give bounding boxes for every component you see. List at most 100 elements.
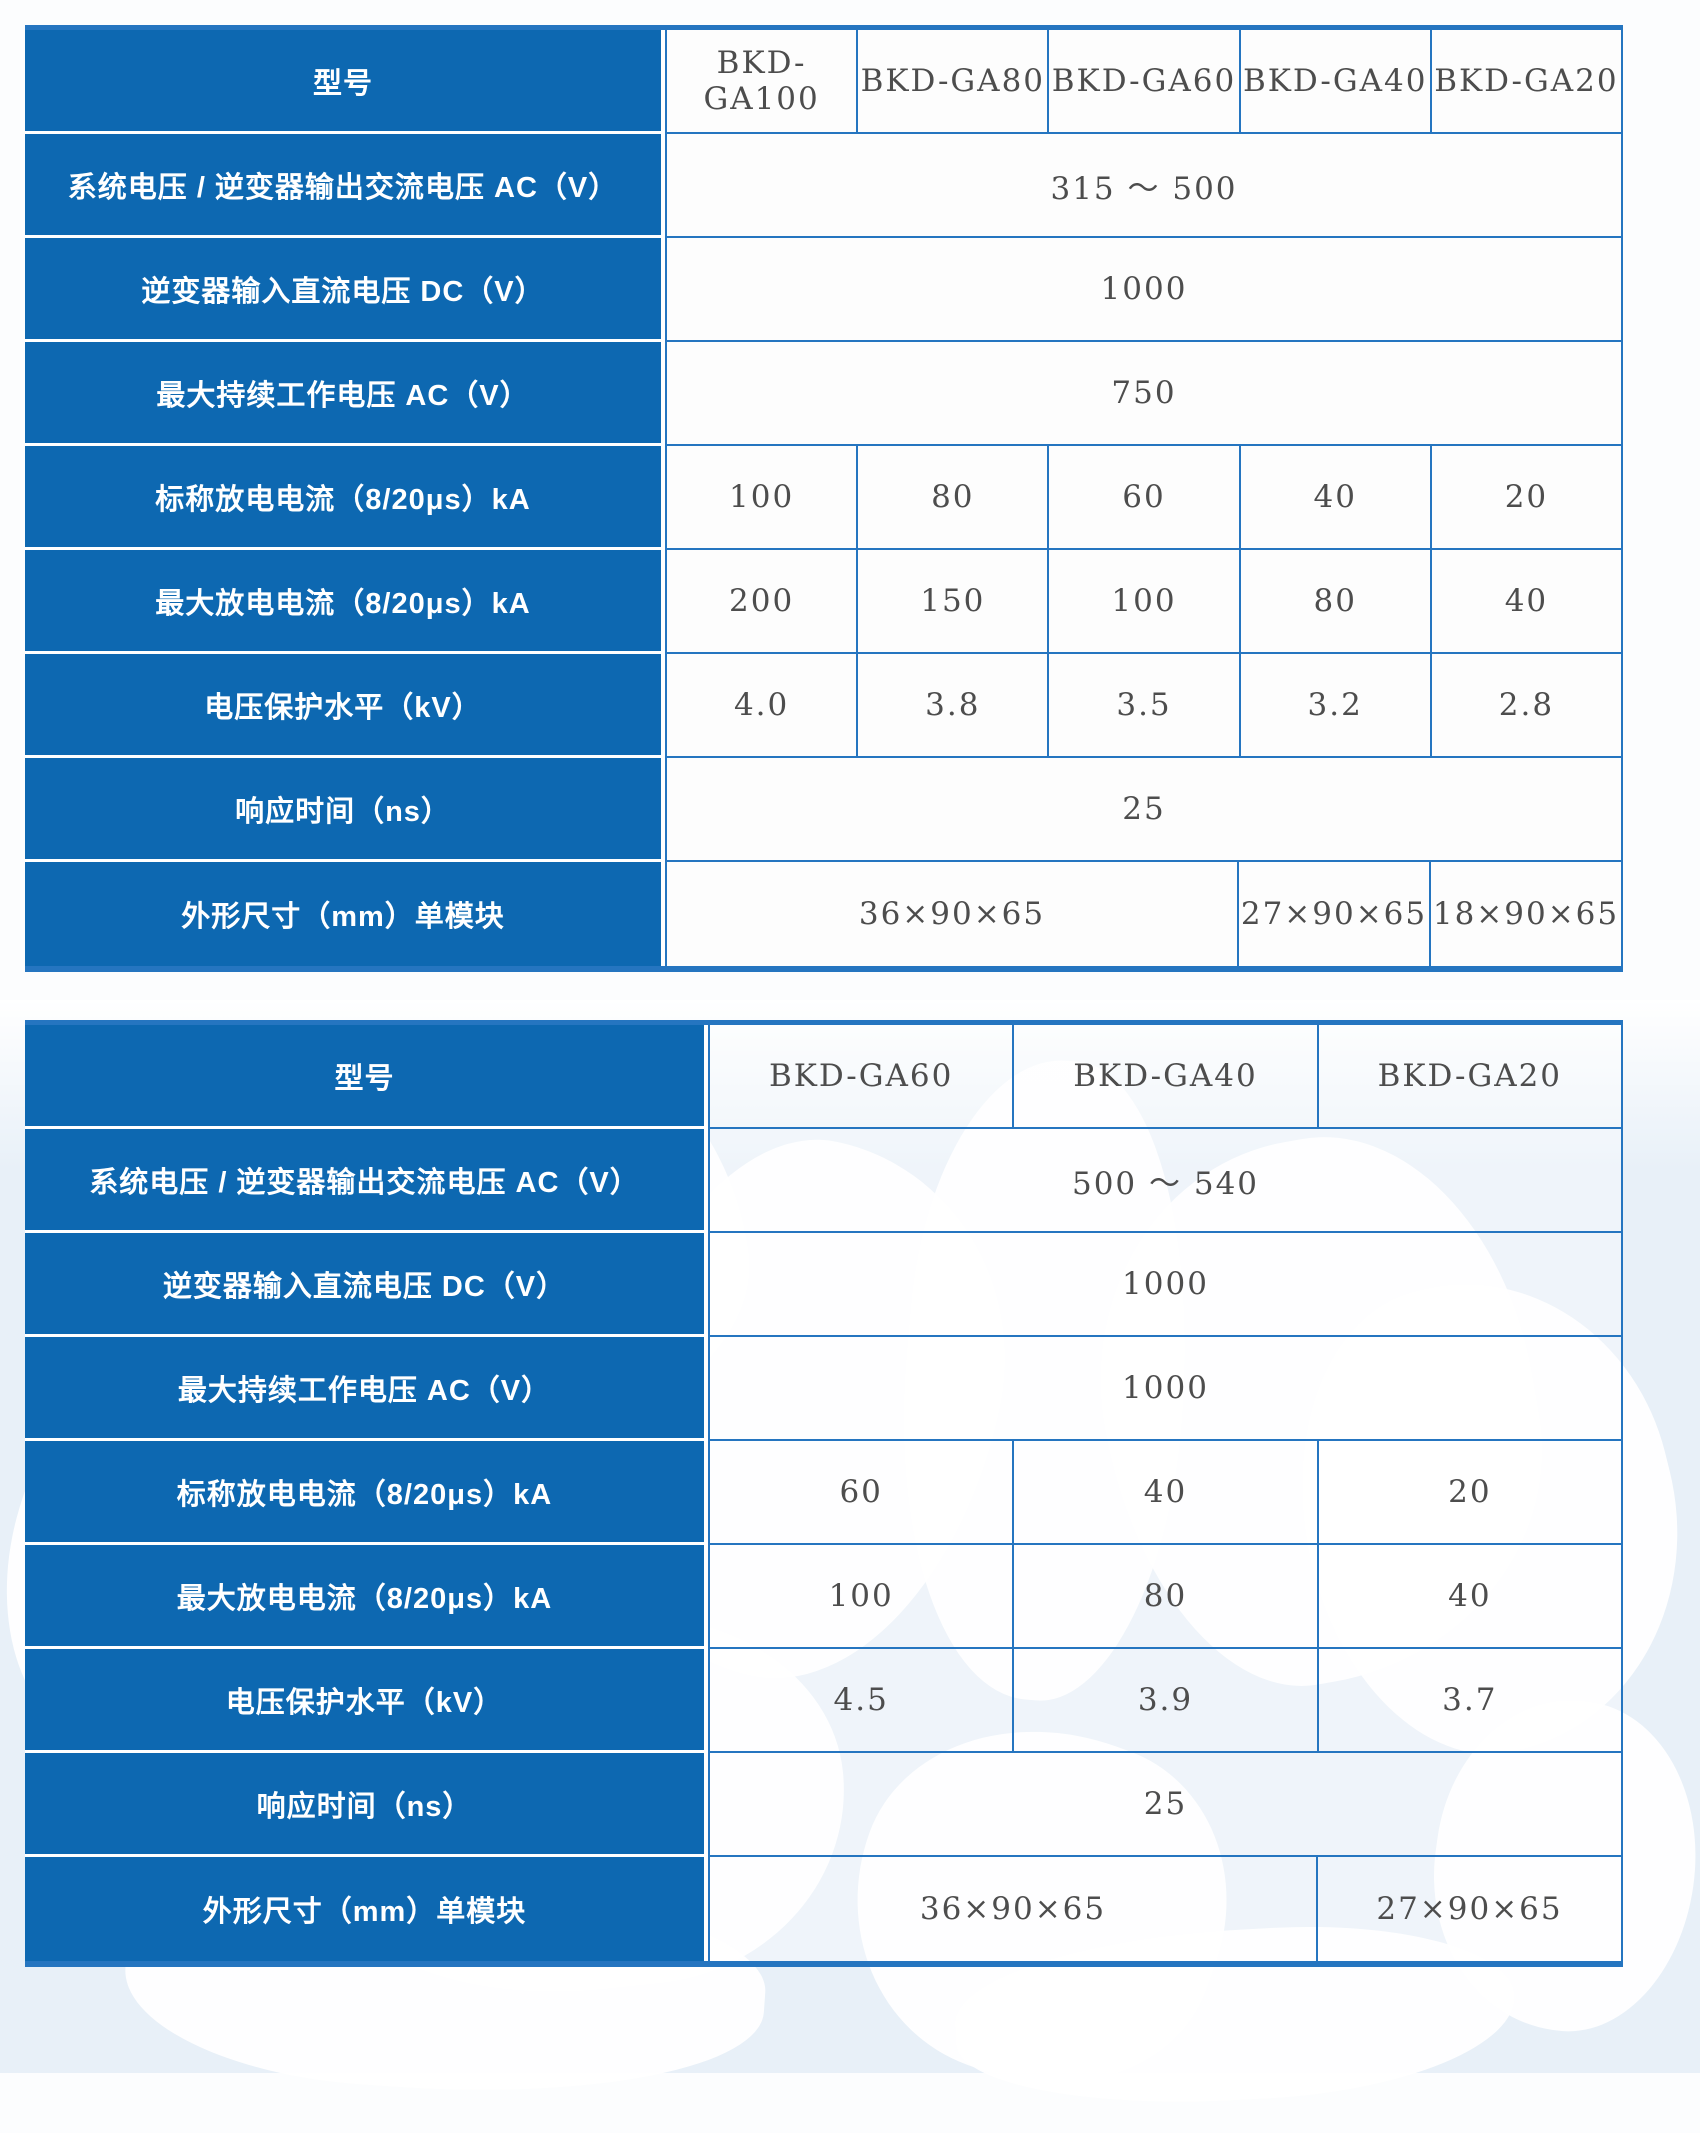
table-row-ac-voltage: 系统电压 / 逆变器输出交流电压 AC（V） 315 ～ 500 [25,134,1623,238]
table-row-model: 型号 BKD-GA100 BKD-GA80 BKD-GA60 BKD-GA40 … [25,30,1623,134]
row-cells: 100 80 40 [708,1545,1623,1649]
row-label: 电压保护水平（kV） [25,654,665,758]
row-cells: 200 150 100 80 40 [665,550,1623,654]
table-cell: 100 [1047,550,1239,654]
table-row-dc-voltage: 逆变器输入直流电压 DC（V） 1000 [25,238,1623,342]
table-cell: 1000 [708,1337,1621,1441]
spec-table-1: 型号 BKD-GA100 BKD-GA80 BKD-GA60 BKD-GA40 … [25,25,1623,972]
row-label: 外形尺寸（mm）单模块 [25,1857,708,1961]
table-cell: 40 [1012,1441,1317,1545]
model-header-cell: BKD-GA20 [1429,30,1622,134]
row-cells: BKD-GA100 BKD-GA80 BKD-GA60 BKD-GA40 BKD… [665,30,1623,134]
table-row-protection-level: 电压保护水平（kV） 4.5 3.9 3.7 [25,1649,1623,1753]
row-cells: 1000 [708,1233,1623,1337]
table-row-response-time: 响应时间（ns） 25 [25,758,1623,862]
row-label: 逆变器输入直流电压 DC（V） [25,1233,708,1337]
table-cell: 80 [856,446,1048,550]
table-cell: 40 [1316,1545,1621,1649]
table-cell: 80 [1238,550,1430,654]
row-cells: 36×90×65 27×90×65 [708,1857,1623,1961]
table-cell: 4.5 [708,1649,1013,1753]
spec-table-2: 型号 BKD-GA60 BKD-GA40 BKD-GA20 系统电压 / 逆变器… [25,1020,1623,1967]
table-cell: 18×90×65 [1429,862,1621,966]
table-cell: 100 [708,1545,1013,1649]
table-row-nominal-discharge: 标称放电电流（8/20μs）kA 60 40 20 [25,1441,1623,1545]
table-row-max-discharge: 最大放电电流（8/20μs）kA 200 150 100 80 40 [25,550,1623,654]
row-cells: 100 80 60 40 20 [665,446,1623,550]
table-row-nominal-discharge: 标称放电电流（8/20μs）kA 100 80 60 40 20 [25,446,1623,550]
table-cell: 60 [708,1441,1013,1545]
table-cell: 150 [856,550,1048,654]
table-cell: 25 [665,758,1621,862]
model-header-cell: BKD-GA60 [708,1025,1013,1129]
table-row-max-continuous-voltage: 最大持续工作电压 AC（V） 750 [25,342,1623,446]
model-header-cell: BKD-GA80 [856,30,1048,134]
table-cell: 1000 [708,1233,1621,1337]
spec-sheet-page: { "colors":{ "header_blue":"#0d68b1", "b… [0,25,1700,2073]
table-row-response-time: 响应时间（ns） 25 [25,1753,1623,1857]
table-cell: 315 ～ 500 [665,134,1621,238]
row-label: 响应时间（ns） [25,758,665,862]
table-cell: 60 [1047,446,1239,550]
row-label: 系统电压 / 逆变器输出交流电压 AC（V） [25,134,665,238]
table-cell: 27×90×65 [1316,1857,1621,1961]
table-cell: 3.5 [1047,654,1239,758]
table-cell: 200 [665,550,857,654]
row-cells: 1000 [708,1337,1623,1441]
table-cell: 3.7 [1316,1649,1621,1753]
row-cells: 36×90×65 27×90×65 18×90×65 [665,862,1623,966]
table-cell: 36×90×65 [665,862,1237,966]
table-cell: 2.8 [1429,654,1622,758]
row-label: 型号 [25,1025,708,1129]
row-cells: 4.5 3.9 3.7 [708,1649,1623,1753]
table-cell: 500 ～ 540 [708,1129,1621,1233]
row-cells: 4.0 3.8 3.5 3.2 2.8 [665,654,1623,758]
table-row-dc-voltage: 逆变器输入直流电压 DC（V） 1000 [25,1233,1623,1337]
table-cell: 750 [665,342,1621,446]
table-row-ac-voltage: 系统电压 / 逆变器输出交流电压 AC（V） 500 ～ 540 [25,1129,1623,1233]
model-header-cell: BKD-GA40 [1012,1025,1317,1129]
table-row-max-discharge: 最大放电电流（8/20μs）kA 100 80 40 [25,1545,1623,1649]
table-cell: 27×90×65 [1237,862,1429,966]
row-label: 最大持续工作电压 AC（V） [25,1337,708,1441]
table-cell: 100 [665,446,857,550]
row-cells: 1000 [665,238,1623,342]
row-cells: 25 [708,1753,1623,1857]
table-row-protection-level: 电压保护水平（kV） 4.0 3.8 3.5 3.2 2.8 [25,654,1623,758]
table-cell: 3.8 [856,654,1048,758]
table-cell: 40 [1429,550,1622,654]
row-cells: BKD-GA60 BKD-GA40 BKD-GA20 [708,1025,1623,1129]
row-label: 标称放电电流（8/20μs）kA [25,1441,708,1545]
row-label: 型号 [25,30,665,134]
row-label: 系统电压 / 逆变器输出交流电压 AC（V） [25,1129,708,1233]
table-row-dimensions: 外形尺寸（mm）单模块 36×90×65 27×90×65 [25,1857,1623,1961]
row-label: 逆变器输入直流电压 DC（V） [25,238,665,342]
row-cells: 500 ～ 540 [708,1129,1623,1233]
table-cell: 3.9 [1012,1649,1317,1753]
table-cell: 25 [708,1753,1621,1857]
table-row-max-continuous-voltage: 最大持续工作电压 AC（V） 1000 [25,1337,1623,1441]
row-cells: 25 [665,758,1623,862]
table-row-model: 型号 BKD-GA60 BKD-GA40 BKD-GA20 [25,1025,1623,1129]
model-header-cell: BKD-GA100 [665,30,857,134]
row-label: 响应时间（ns） [25,1753,708,1857]
table-cell: 4.0 [665,654,857,758]
row-label: 外形尺寸（mm）单模块 [25,862,665,966]
model-header-cell: BKD-GA60 [1047,30,1239,134]
row-label: 最大放电电流（8/20μs）kA [25,550,665,654]
table-row-dimensions: 外形尺寸（mm）单模块 36×90×65 27×90×65 18×90×65 [25,862,1623,966]
model-header-cell: BKD-GA40 [1238,30,1430,134]
model-header-cell: BKD-GA20 [1316,1025,1621,1129]
row-cells: 315 ～ 500 [665,134,1623,238]
row-label: 电压保护水平（kV） [25,1649,708,1753]
row-cells: 750 [665,342,1623,446]
table-cell: 20 [1316,1441,1621,1545]
table-cell: 1000 [665,238,1621,342]
table-cell: 3.2 [1238,654,1430,758]
table-cell: 20 [1429,446,1622,550]
row-label: 最大放电电流（8/20μs）kA [25,1545,708,1649]
table-cell: 80 [1012,1545,1317,1649]
table-cell: 36×90×65 [708,1857,1316,1961]
row-label: 标称放电电流（8/20μs）kA [25,446,665,550]
table-cell: 40 [1238,446,1430,550]
